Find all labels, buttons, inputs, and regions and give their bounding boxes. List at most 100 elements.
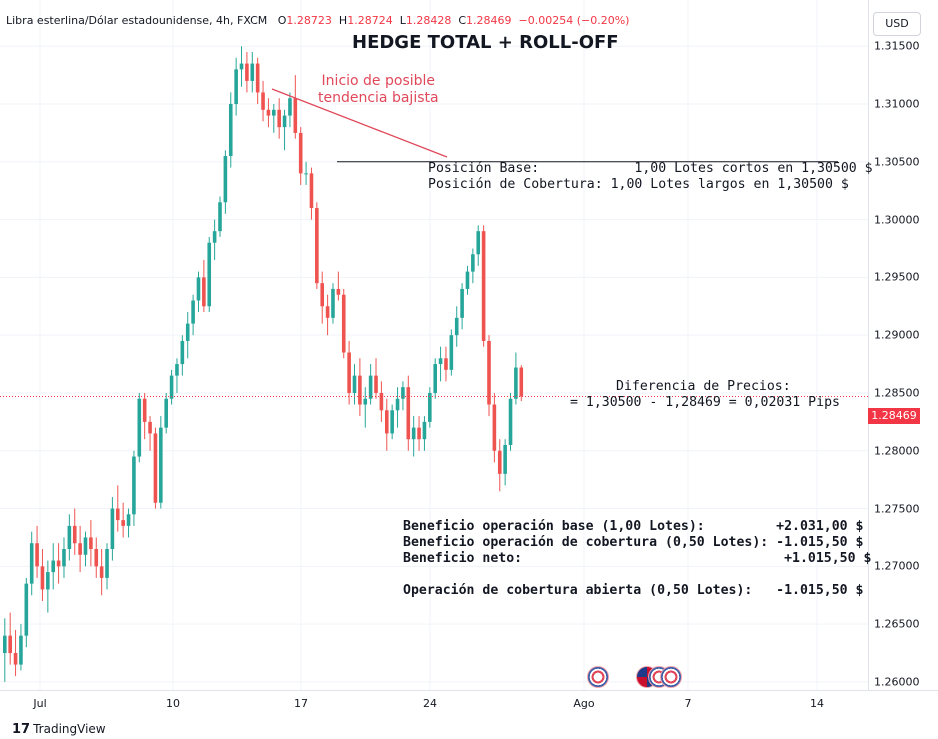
- time-axis-border: [0, 690, 938, 691]
- close-label: C: [458, 14, 467, 27]
- currency-button[interactable]: USD: [873, 12, 921, 36]
- time-tick-label: 24: [423, 697, 437, 710]
- candle-body: [487, 340, 491, 405]
- candle-body: [29, 543, 34, 584]
- candle-body: [105, 548, 109, 578]
- tradingview-branding[interactable]: 17 TradingView: [12, 722, 106, 737]
- candle-body: [406, 387, 411, 440]
- candle-body: [250, 63, 255, 81]
- candle-body: [185, 323, 190, 341]
- candle-body: [89, 537, 93, 549]
- price-tick-label: 1.30000: [874, 213, 920, 227]
- candle-body: [132, 456, 136, 515]
- candle-body: [309, 173, 314, 209]
- open-label: O: [277, 14, 287, 27]
- candle-body: [481, 231, 486, 341]
- candle-body: [390, 410, 394, 434]
- high-label: H: [338, 14, 348, 27]
- candlestick-chart[interactable]: [0, 0, 868, 690]
- candle-body: [277, 109, 281, 128]
- candle-body: [83, 537, 88, 555]
- candle-body: [234, 69, 238, 105]
- candle-body: [395, 398, 400, 411]
- candle-body: [110, 508, 115, 549]
- candle-body: [363, 398, 368, 405]
- price-tick-label: 1.27500: [874, 502, 920, 516]
- candle-body: [40, 566, 45, 590]
- candle-body: [56, 560, 61, 567]
- price-diff-title: Diferencia de Precios:: [616, 379, 791, 394]
- candle-body: [266, 109, 271, 116]
- candle-body: [207, 242, 212, 307]
- price-tick-label: 1.28000: [874, 444, 920, 458]
- candle-body: [175, 364, 179, 376]
- candle-body: [497, 450, 502, 474]
- candle-body: [519, 367, 524, 397]
- candle-body: [218, 202, 222, 232]
- candle-body: [19, 635, 23, 665]
- tradingview-name: TradingView: [33, 722, 106, 736]
- candle-body: [164, 398, 168, 428]
- candle-body: [67, 525, 72, 549]
- candle-body: [180, 340, 185, 365]
- us-flag-icon[interactable]: [587, 666, 609, 688]
- candle-body: [449, 335, 454, 370]
- trend-note: Inicio de posible tendencia bajista: [318, 73, 439, 106]
- candle-body: [148, 421, 152, 434]
- candle-body: [320, 283, 325, 307]
- candle-body: [384, 410, 389, 434]
- candle-body: [411, 427, 416, 440]
- price-tick-label: 1.31000: [874, 97, 920, 111]
- profit-hedge-text: Beneficio operación de cobertura (0,50 L…: [403, 535, 864, 550]
- candle-body: [428, 392, 432, 422]
- candle-body: [401, 387, 405, 399]
- candle-body: [255, 63, 260, 93]
- candle-body: [503, 444, 507, 474]
- candle-body: [121, 520, 125, 526]
- time-tick-label: 10: [166, 697, 180, 710]
- candle-body: [304, 173, 308, 175]
- candle-body: [288, 98, 292, 116]
- candle-body: [35, 543, 39, 567]
- candle-body: [239, 63, 244, 70]
- candle-body: [293, 98, 298, 133]
- candle-body: [3, 635, 7, 654]
- candle-body: [336, 288, 341, 295]
- open-value: 1.28723: [286, 14, 332, 27]
- time-tick-label: 17: [294, 697, 308, 710]
- candle-body: [99, 566, 104, 578]
- change-value: −0.00254 (−0.20%): [518, 14, 630, 27]
- candle-body: [142, 398, 147, 422]
- candle-body: [223, 156, 228, 203]
- high-value: 1.28724: [347, 14, 393, 27]
- candle-body: [72, 525, 77, 544]
- candle-body: [315, 208, 319, 284]
- candle-body: [202, 277, 206, 307]
- candle-body: [8, 635, 12, 654]
- candle-body: [115, 508, 120, 521]
- candle-body: [261, 92, 265, 110]
- candle-body: [368, 375, 373, 399]
- candle-body: [272, 109, 276, 116]
- candle-body: [212, 231, 217, 243]
- candle-body: [465, 271, 470, 289]
- low-value: 1.28428: [405, 14, 452, 27]
- time-tick-label: Jul: [33, 697, 47, 710]
- candle-body: [228, 104, 233, 157]
- candle-body: [492, 404, 497, 451]
- candle-body: [13, 653, 18, 665]
- candle-body: [460, 288, 464, 318]
- profit-base-text: Beneficio operación base (1,00 Lotes): +…: [403, 519, 864, 534]
- candle-body: [508, 398, 513, 445]
- candle-body: [24, 583, 29, 636]
- candle-body: [358, 375, 362, 405]
- open-hedge-text: Operación de cobertura abierta (0,50 Lot…: [403, 583, 864, 598]
- price-tick-label: 1.26000: [874, 675, 920, 689]
- us-flag-icon[interactable]: [660, 666, 682, 688]
- candle-body: [46, 572, 50, 590]
- candle-body: [514, 367, 518, 399]
- price-tick-label: 1.28500: [874, 386, 920, 400]
- chart-title: HEDGE TOTAL + ROLL-OFF: [352, 32, 619, 53]
- chart-plot-area[interactable]: [0, 0, 868, 690]
- candle-body: [331, 288, 335, 318]
